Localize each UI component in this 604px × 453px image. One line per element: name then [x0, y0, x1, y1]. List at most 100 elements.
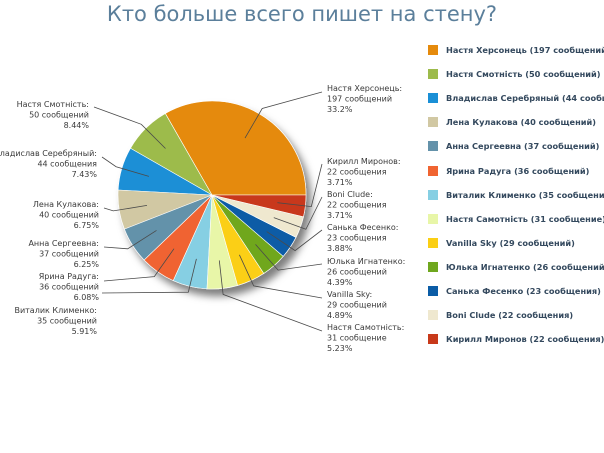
legend-item: Vanilla Sky (29 сообщений): [428, 231, 604, 255]
slice-label-line: Ярина Радуга:: [39, 272, 99, 281]
slice-label-line: Юлька Игнатенко:: [327, 257, 405, 266]
slice-label: Владислав Серебряный: 44 сообщения 7.43%: [0, 149, 97, 179]
slice-label: Настя Херсонець: 197 сообщений 33.2%: [327, 84, 402, 114]
legend-label: Boni Clude (22 сообщения): [446, 310, 574, 321]
slice-label-line: 23 сообщения: [327, 234, 387, 243]
slice-label-line: Настя Смотність:: [17, 100, 89, 109]
slice-label: Кирилл Миронов: 22 сообщения 3.71%: [327, 157, 401, 187]
legend-item: Ярина Радуга (36 сообщений): [428, 158, 604, 182]
slice-leader-line: [277, 163, 323, 208]
legend-label: Юлька Игнатенко (26 сообщений): [446, 261, 604, 272]
slice-leader-line: [101, 156, 150, 177]
slice-leader-line: [266, 229, 323, 252]
slice-label-line: Владислав Серебряный:: [0, 149, 97, 158]
legend-item: Владислав Серебряный (44 сообщения): [428, 86, 604, 110]
slice-label: Ярина Радуга: 36 сообщений 6.08%: [39, 272, 100, 302]
legend-label: Настя Самотність (31 сообщение): [446, 213, 604, 224]
slice-label-line: 26 сообщений: [327, 268, 387, 277]
slice-label-line: 5.23%: [327, 344, 353, 353]
slice-leader-line: [93, 106, 166, 149]
slice-leader-line: [101, 258, 197, 294]
legend-item: Настя Смотність (50 сообщений): [428, 62, 604, 86]
slice-label: Виталик Клименко: 35 сообщений 5.91%: [14, 306, 97, 336]
slice-leader-line: [103, 230, 157, 250]
slice-label-line: 22 сообщения: [327, 201, 387, 210]
legend-label: Владислав Серебряный (44 сообщения): [446, 93, 604, 104]
slice-leader-line: [244, 91, 323, 139]
chart-title: Кто больше всего пишет на стену?: [106, 2, 498, 26]
legend-item: Анна Сергеевна (37 сообщений): [428, 134, 604, 158]
slice-label: Boni Clude: 22 сообщения 3.71%: [327, 190, 387, 220]
slice-label-line: 36 сообщений: [39, 283, 99, 292]
legend-label: Виталик Клименко (35 сообщений): [446, 189, 604, 200]
slice-label-line: 3.71%: [327, 178, 353, 187]
slice-label-line: Виталик Клименко:: [14, 306, 97, 315]
slice-label: Vanilla Sky: 29 сообщений 4.89%: [327, 290, 387, 320]
legend-swatch: [428, 213, 438, 224]
slice-label-line: 33.2%: [327, 105, 353, 114]
legend-item: Юлька Игнатенко (26 сообщений): [428, 255, 604, 279]
slice-label-line: 44 сообщения: [37, 160, 97, 169]
slice-label-line: 4.39%: [327, 278, 353, 287]
slice-label-line: Лена Кулакова:: [33, 200, 99, 209]
slice-leader-line: [103, 248, 175, 282]
slice-label-line: 197 сообщений: [327, 95, 392, 104]
slice-label-line: 22 сообщения: [327, 168, 387, 177]
slice-label-line: 29 сообщений: [327, 301, 387, 310]
slice-leader-line: [255, 244, 323, 271]
slice-label-line: 8.44%: [64, 121, 90, 130]
legend-swatch: [428, 189, 438, 200]
legend-label: Кирилл Миронов (22 сообщения): [446, 334, 604, 345]
slice-leaders: [93, 91, 323, 332]
slice-label: Юлька Игнатенко: 26 сообщений 4.39%: [327, 257, 405, 287]
slice-label-line: 37 сообщений: [39, 250, 99, 259]
slice-label-line: 6.75%: [74, 221, 100, 230]
legend-item: Санька Фесенко (23 сообщения): [428, 279, 604, 303]
legend-label: Лена Кулакова (40 сообщений): [446, 117, 596, 128]
legend-swatch: [428, 310, 438, 321]
slice-leader-line: [239, 254, 323, 299]
slice-label-line: 5.91%: [72, 327, 98, 336]
slice-label-line: Настя Самотність:: [327, 323, 404, 332]
slice-label-line: Кирилл Миронов:: [327, 157, 401, 166]
slice-label: Анна Сергеевна: 37 сообщений 6.25%: [28, 239, 99, 269]
slice-label-line: Boni Clude:: [327, 190, 373, 199]
legend-swatch: [428, 261, 438, 272]
legend-label: Vanilla Sky (29 сообщений): [446, 237, 575, 248]
legend: Настя Херсонець (197 сообщений) Настя Смо…: [428, 38, 604, 351]
slice-label-line: 6.08%: [74, 293, 100, 302]
slice-labels: Настя Херсонець: 197 сообщений 33.2%Настя …: [0, 84, 405, 353]
legend-swatch: [428, 93, 438, 104]
slice-label-line: Настя Херсонець:: [327, 84, 402, 93]
slice-label-line: 50 сообщений: [29, 111, 89, 120]
legend-item: Виталик Клименко (35 сообщений): [428, 183, 604, 207]
slice-label-line: 7.43%: [72, 170, 98, 179]
slice-leader-line: [103, 205, 148, 212]
legend-label: Анна Сергеевна (37 сообщений): [446, 141, 600, 152]
slice-label-line: Санька Фесенко:: [327, 223, 399, 232]
pie-slices: [117, 100, 307, 290]
legend-item: Кирилл Миронов (22 сообщения): [428, 327, 604, 351]
legend-item: Лена Кулакова (40 сообщений): [428, 110, 604, 134]
legend-label: Санька Фесенко (23 сообщения): [446, 285, 601, 296]
slice-label-line: 3.71%: [327, 211, 353, 220]
slice-label-line: Анна Сергеевна:: [28, 239, 99, 248]
slice-label-line: 6.25%: [74, 260, 100, 269]
legend-swatch: [428, 237, 438, 248]
slice-leader-line: [273, 196, 323, 230]
slice-label-line: 35 сообщений: [37, 317, 97, 326]
legend-swatch: [428, 69, 438, 80]
slice-label-line: 40 сообщений: [39, 211, 99, 220]
slice-label-line: 3.88%: [327, 244, 353, 253]
legend-swatch: [428, 165, 438, 176]
legend-swatch: [428, 285, 438, 296]
slice-leader-line: [218, 260, 323, 332]
legend-item: Настя Самотність (31 сообщение): [428, 207, 604, 231]
slice-label-line: Vanilla Sky:: [327, 290, 372, 299]
legend-label: Настя Смотність (50 сообщений): [446, 69, 601, 80]
legend-label: Ярина Радуга (36 сообщений): [446, 165, 590, 176]
slice-label: Санька Фесенко: 23 сообщения 3.88%: [327, 223, 399, 253]
slice-label: Настя Смотність: 50 сообщений 8.44%: [17, 100, 90, 130]
slice-label-line: 31 сообщение: [327, 334, 387, 343]
legend-swatch: [428, 117, 438, 128]
